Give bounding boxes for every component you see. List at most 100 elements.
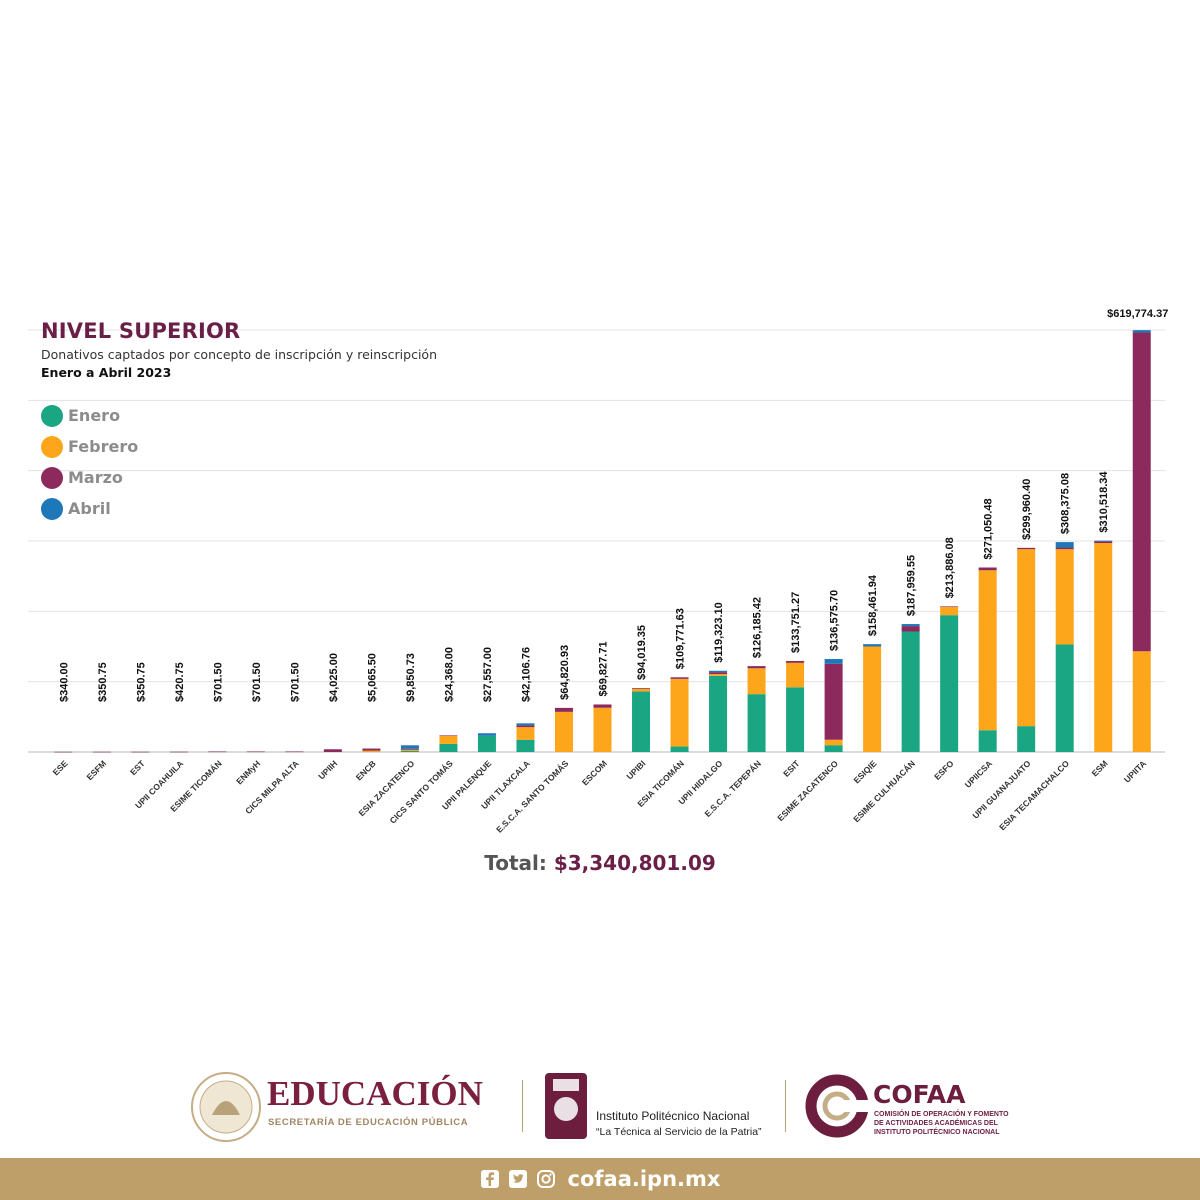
- bar-segment-marzo: [1132, 332, 1151, 652]
- bar-total-label: $24,368.00: [443, 647, 455, 702]
- bar-segment-enero: [978, 730, 997, 752]
- bar-segment-enero: [709, 675, 728, 752]
- bar-segment-marzo: [824, 663, 843, 740]
- bar-segment-abril: [516, 723, 535, 726]
- sep-subtitle: SECRETARÍA DE EDUCACIÓN PÚBLICA: [268, 1116, 468, 1128]
- legend-swatch: [41, 466, 63, 489]
- bar-total-label: $271,050.48: [983, 498, 995, 559]
- cofaa-subtitle-1: COMISIÓN DE OPERACIÓN Y FOMENTO: [874, 1109, 1009, 1118]
- legend-label: Febrero: [68, 437, 139, 456]
- cofaa-title: COFAA: [873, 1080, 966, 1109]
- bar-total-label: $109,771.63: [675, 608, 687, 669]
- bar-total-label: $350.75: [135, 662, 147, 702]
- chart-area: $340.00 ESE $350.75 ESFM $350.75 EST $420.75 UP…: [15, 300, 1185, 885]
- bar-segment-marzo: [54, 751, 73, 753]
- bar-segment-febrero: [747, 668, 766, 695]
- bar-total-label: $94,019.35: [636, 625, 648, 680]
- bar-segment-enero: [632, 691, 651, 752]
- bar-total-label: $119,323.10: [713, 602, 725, 663]
- bar-total-label: $340.00: [58, 662, 70, 702]
- bar-segment-abril: [477, 733, 496, 736]
- bar-segment-enero: [400, 750, 419, 752]
- chart-period: Enero a Abril 2023: [41, 365, 172, 380]
- bar-segment-febrero: [786, 662, 805, 688]
- legend-swatch: [41, 435, 63, 458]
- bar-segment-febrero: [1094, 543, 1113, 752]
- bar-segment-marzo: [323, 749, 342, 752]
- bar-segment-febrero: [632, 688, 651, 692]
- bar-segment-marzo: [400, 748, 419, 750]
- bar-segment-abril: [400, 745, 419, 749]
- footer-url[interactable]: cofaa.ipn.mx: [567, 1167, 721, 1191]
- bar-total-label: $701.50: [251, 662, 263, 702]
- footer-bar: cofaa.ipn.mx: [0, 1158, 1200, 1200]
- bar-segment-enero: [747, 694, 766, 752]
- bar-chart: $340.00ESE$350.75ESFM$350.75EST$420.75UP…: [15, 300, 1185, 885]
- ipn-motto: “La Técnica al Servicio de la Patria”: [596, 1126, 762, 1138]
- legend-label: Abril: [68, 499, 111, 518]
- bar-segment-febrero: [593, 707, 612, 752]
- legend-swatch: [41, 497, 63, 520]
- legend-item-marzo: Marzo: [41, 462, 138, 493]
- bar-segment-abril: [1132, 330, 1151, 333]
- bar-segment-marzo: [92, 751, 111, 753]
- sep-title: EDUCACIÓN: [267, 1073, 483, 1113]
- bar-segment-enero: [670, 746, 689, 752]
- legend-item-abril: Abril: [41, 493, 138, 524]
- bar-segment-febrero: [1055, 549, 1074, 645]
- bar-segment-enero: [940, 615, 959, 752]
- bar-segment-febrero: [400, 749, 419, 751]
- bar-segment-febrero: [824, 739, 843, 746]
- twitter-icon[interactable]: [508, 1169, 528, 1189]
- bar-segment-abril: [863, 644, 882, 647]
- total-value: $3,340,801.09: [553, 851, 716, 875]
- bar-segment-enero: [439, 743, 458, 752]
- bar-total-label: $701.50: [289, 662, 301, 702]
- bar-segment-enero: [477, 735, 496, 752]
- bar-segment-enero: [786, 687, 805, 752]
- bar-segment-enero: [901, 631, 920, 752]
- bar-total-label: $42,106.76: [520, 647, 532, 702]
- cofaa-subtitle-3: INSTITUTO POLITÉCNICO NACIONAL: [874, 1127, 1000, 1136]
- bar-segment-abril: [1094, 540, 1113, 542]
- bar-segment-marzo: [978, 567, 997, 571]
- bar-segment-abril: [824, 659, 843, 664]
- bar-segment-marzo: [747, 666, 766, 669]
- bar-segment-marzo: [1055, 547, 1074, 550]
- bar-total-label: $9,850.73: [405, 653, 417, 702]
- bar-segment-marzo: [246, 751, 265, 753]
- bar-total-label: $158,461.94: [867, 574, 879, 636]
- bar-segment-febrero: [978, 570, 997, 731]
- bar-segment-marzo: [1094, 541, 1113, 544]
- bar-total-label: $350.75: [97, 662, 109, 702]
- bar-total-label: $299,960.40: [1021, 479, 1033, 540]
- legend-label: Enero: [68, 406, 121, 425]
- bar-segment-febrero: [362, 750, 381, 752]
- bar-total-label: $619,774.37: [1107, 308, 1168, 320]
- ipn-logo: Instituto Politécnico Nacional “La Técni…: [545, 1073, 762, 1139]
- bar-total-label: $5,065.50: [366, 653, 378, 702]
- bar-segment-marzo: [1017, 547, 1036, 550]
- bar-segment-marzo: [632, 688, 651, 689]
- bar-segment-marzo: [901, 626, 920, 632]
- cofaa-logo: COFAA COMISIÓN DE OPERACIÓN Y FOMENTO DE…: [805, 1074, 1009, 1138]
- bar-segment-marzo: [208, 751, 227, 753]
- legend-label: Marzo: [68, 468, 123, 487]
- bar-segment-enero: [1055, 644, 1074, 752]
- bar-total-label: $308,375.08: [1060, 473, 1072, 534]
- bar-segment-febrero: [1132, 651, 1151, 752]
- bar-segment-abril: [901, 624, 920, 627]
- bar-total-label: $133,751.27: [790, 592, 802, 653]
- bar-segment-enero: [824, 745, 843, 752]
- bar-segment-febrero: [1017, 549, 1036, 727]
- bar-total-label: $310,518.34: [1098, 471, 1110, 533]
- bar-segment-febrero: [554, 711, 573, 752]
- instagram-icon[interactable]: [536, 1169, 556, 1189]
- sep-logo: EDUCACIÓN SECRETARÍA DE EDUCACIÓN PÚBLIC…: [191, 1072, 483, 1142]
- bar-total-label: $187,959.55: [906, 555, 918, 616]
- facebook-icon[interactable]: [480, 1169, 500, 1189]
- logo-strip: EDUCACIÓN SECRETARÍA DE EDUCACIÓN PÚBLIC…: [0, 1065, 1200, 1155]
- mexico-seal-icon: [191, 1072, 261, 1142]
- total-label: Total:: [484, 851, 547, 875]
- chart-subtitle: Donativos captados por concepto de inscr…: [41, 347, 437, 362]
